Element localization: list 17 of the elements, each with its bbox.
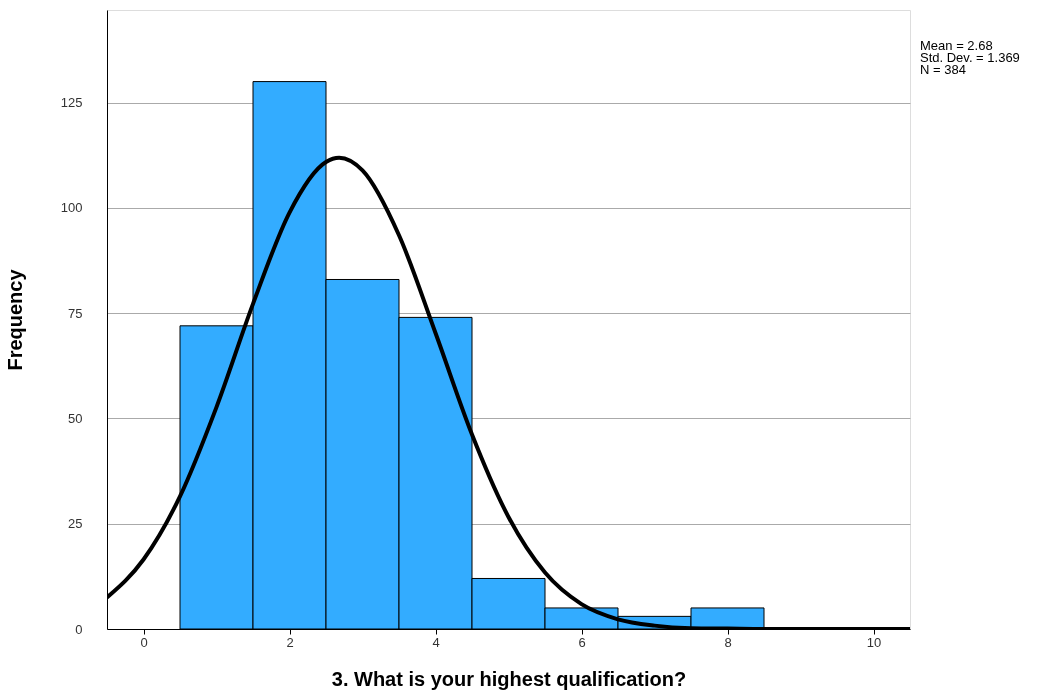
x-tick-label: 0 [140, 634, 148, 650]
y-tick-label: 0 [75, 621, 83, 637]
y-tick-label: 125 [60, 95, 83, 111]
y-tick-label: 75 [68, 305, 83, 321]
x-tick-label: 6 [578, 634, 586, 650]
y-axis-title: Frequency [3, 268, 26, 371]
text: N = 384 [920, 62, 966, 77]
y-tick-label: 50 [68, 410, 83, 426]
text: Std. Dev. = 1.369 [920, 50, 1020, 65]
y-tick-label: 100 [60, 200, 83, 216]
x-tick-label: 10 [866, 634, 882, 650]
x-tick-label: 8 [724, 634, 732, 650]
x-tick-label: 4 [432, 634, 440, 650]
y-tick-label: 25 [68, 516, 83, 532]
text: Mean = 2.68 [920, 38, 993, 53]
x-tick-label: 2 [286, 634, 294, 650]
x-axis-title: 3. What is your highest qualification? [331, 667, 687, 690]
